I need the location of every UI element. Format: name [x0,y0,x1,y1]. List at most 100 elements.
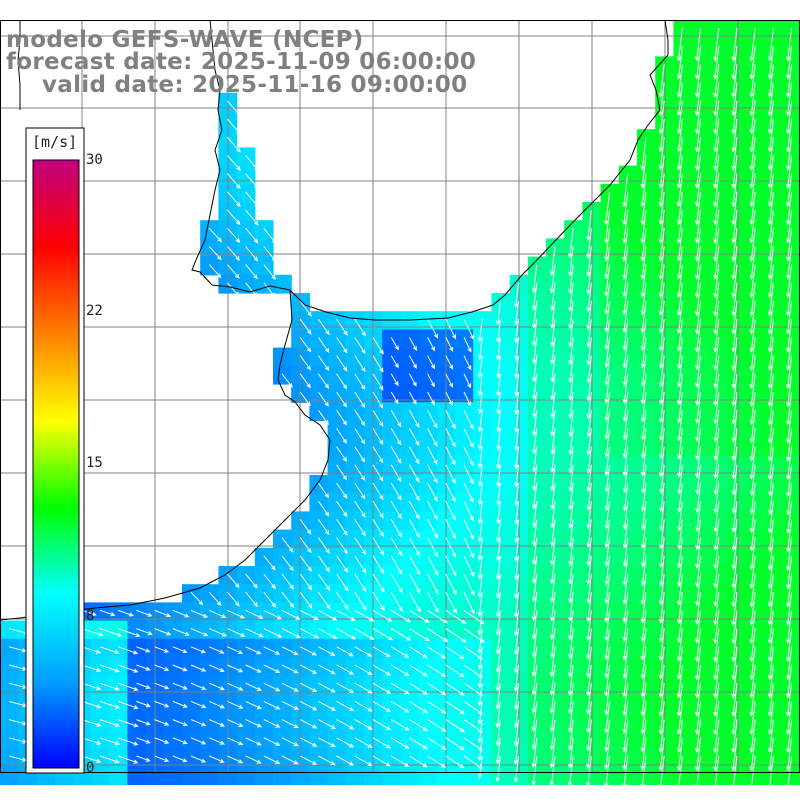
ocean-cell [127,602,147,622]
wind-arrow [299,591,313,609]
ocean-cell [637,566,656,585]
ocean-cell [127,748,147,767]
ocean-cell [600,748,620,767]
wind-arrow [354,482,366,500]
wind-arrow [495,319,501,343]
wind-arrow [531,282,538,312]
ocean-cell [764,511,784,531]
ocean-cell [728,566,747,585]
wind-arrow [532,410,538,437]
ocean-cell [618,220,638,239]
ocean-cell [473,438,492,458]
ocean-cell [127,638,147,658]
wind-arrow [658,173,665,208]
ocean-cell [746,620,765,640]
wind-arrow [477,610,483,636]
ocean-cell [728,602,747,622]
wind-arrow [354,555,367,574]
ocean-cell [618,748,638,767]
wind-arrow [622,683,629,716]
wind-arrow [622,337,629,369]
wind-arrow [785,373,793,408]
wind-arrow [603,209,611,244]
ocean-cell [327,638,347,658]
ocean-cell [728,202,747,221]
ocean-cell [491,420,511,440]
coastline-south [0,289,331,621]
ocean-cell [618,675,638,694]
wind-arrow [731,446,738,480]
wind-arrow [695,319,702,353]
wind-arrow [372,373,384,391]
ocean-cell [746,657,765,676]
ocean-cell [600,511,620,531]
ocean-cell [637,766,656,785]
wind-arrow [640,428,647,459]
wind-arrow [713,264,720,299]
wind-arrow [408,373,417,387]
wind-arrow [299,391,311,407]
ocean-cell [746,693,765,713]
wind-arrow [263,700,281,710]
wind-arrow [549,628,556,659]
ocean-cell [764,202,784,221]
wind-arrow [263,682,281,692]
ocean-cell [637,202,656,221]
ocean-cell [527,547,547,567]
wind-arrow [731,137,738,171]
wind-arrow [227,719,244,727]
ocean-cell [382,748,401,767]
wind-arrow [713,428,720,461]
ocean-cell [309,693,329,713]
ocean-cell [691,547,711,567]
wind-arrow [354,755,373,767]
ocean-cell [709,584,729,603]
wind-arrow [767,173,774,208]
wind-arrow [227,173,241,189]
ocean-cell [691,183,711,203]
wind-arrow [785,228,793,262]
wind-arrow [767,646,774,681]
wind-arrow [785,737,793,772]
wind-arrow [209,646,225,654]
ocean-cell [728,711,747,731]
wind-arrow [604,664,611,697]
wind-arrow [749,300,756,335]
wind-arrow [354,664,373,676]
wind-arrow [786,482,793,516]
ocean-cell [491,584,511,603]
wind-arrow [99,628,123,637]
wind-arrow [317,591,331,610]
ocean-cell [546,675,565,694]
ocean-cell [254,729,274,749]
wind-arrow [767,82,774,117]
wind-arrow [514,446,520,470]
wind-arrow [695,373,702,406]
ocean-cell [673,729,693,749]
wind-arrow [713,610,720,644]
wind-arrow [531,610,538,640]
wind-arrow [336,682,355,693]
wind-arrow [549,755,556,787]
wind-arrow [694,155,702,189]
ocean-cell [91,638,110,658]
ocean-cell [455,766,474,785]
ocean-cell [527,475,547,494]
wind-arrow [640,410,647,441]
wind-arrow [445,737,465,751]
ocean-cell [673,202,693,221]
ocean-cell [582,766,602,785]
wind-arrow [640,501,647,531]
wind-arrow [531,628,538,659]
wind-arrow [390,664,410,676]
ocean-cell [709,365,729,385]
ocean-cell [564,711,583,731]
ocean-cell [564,329,583,349]
wind-arrow [372,391,384,409]
wind-arrow [372,464,384,482]
ocean-cell [709,202,729,221]
ocean-cell [291,693,310,713]
wind-arrow [495,300,501,326]
ocean-cell [491,729,511,749]
ocean-cell [600,456,620,476]
